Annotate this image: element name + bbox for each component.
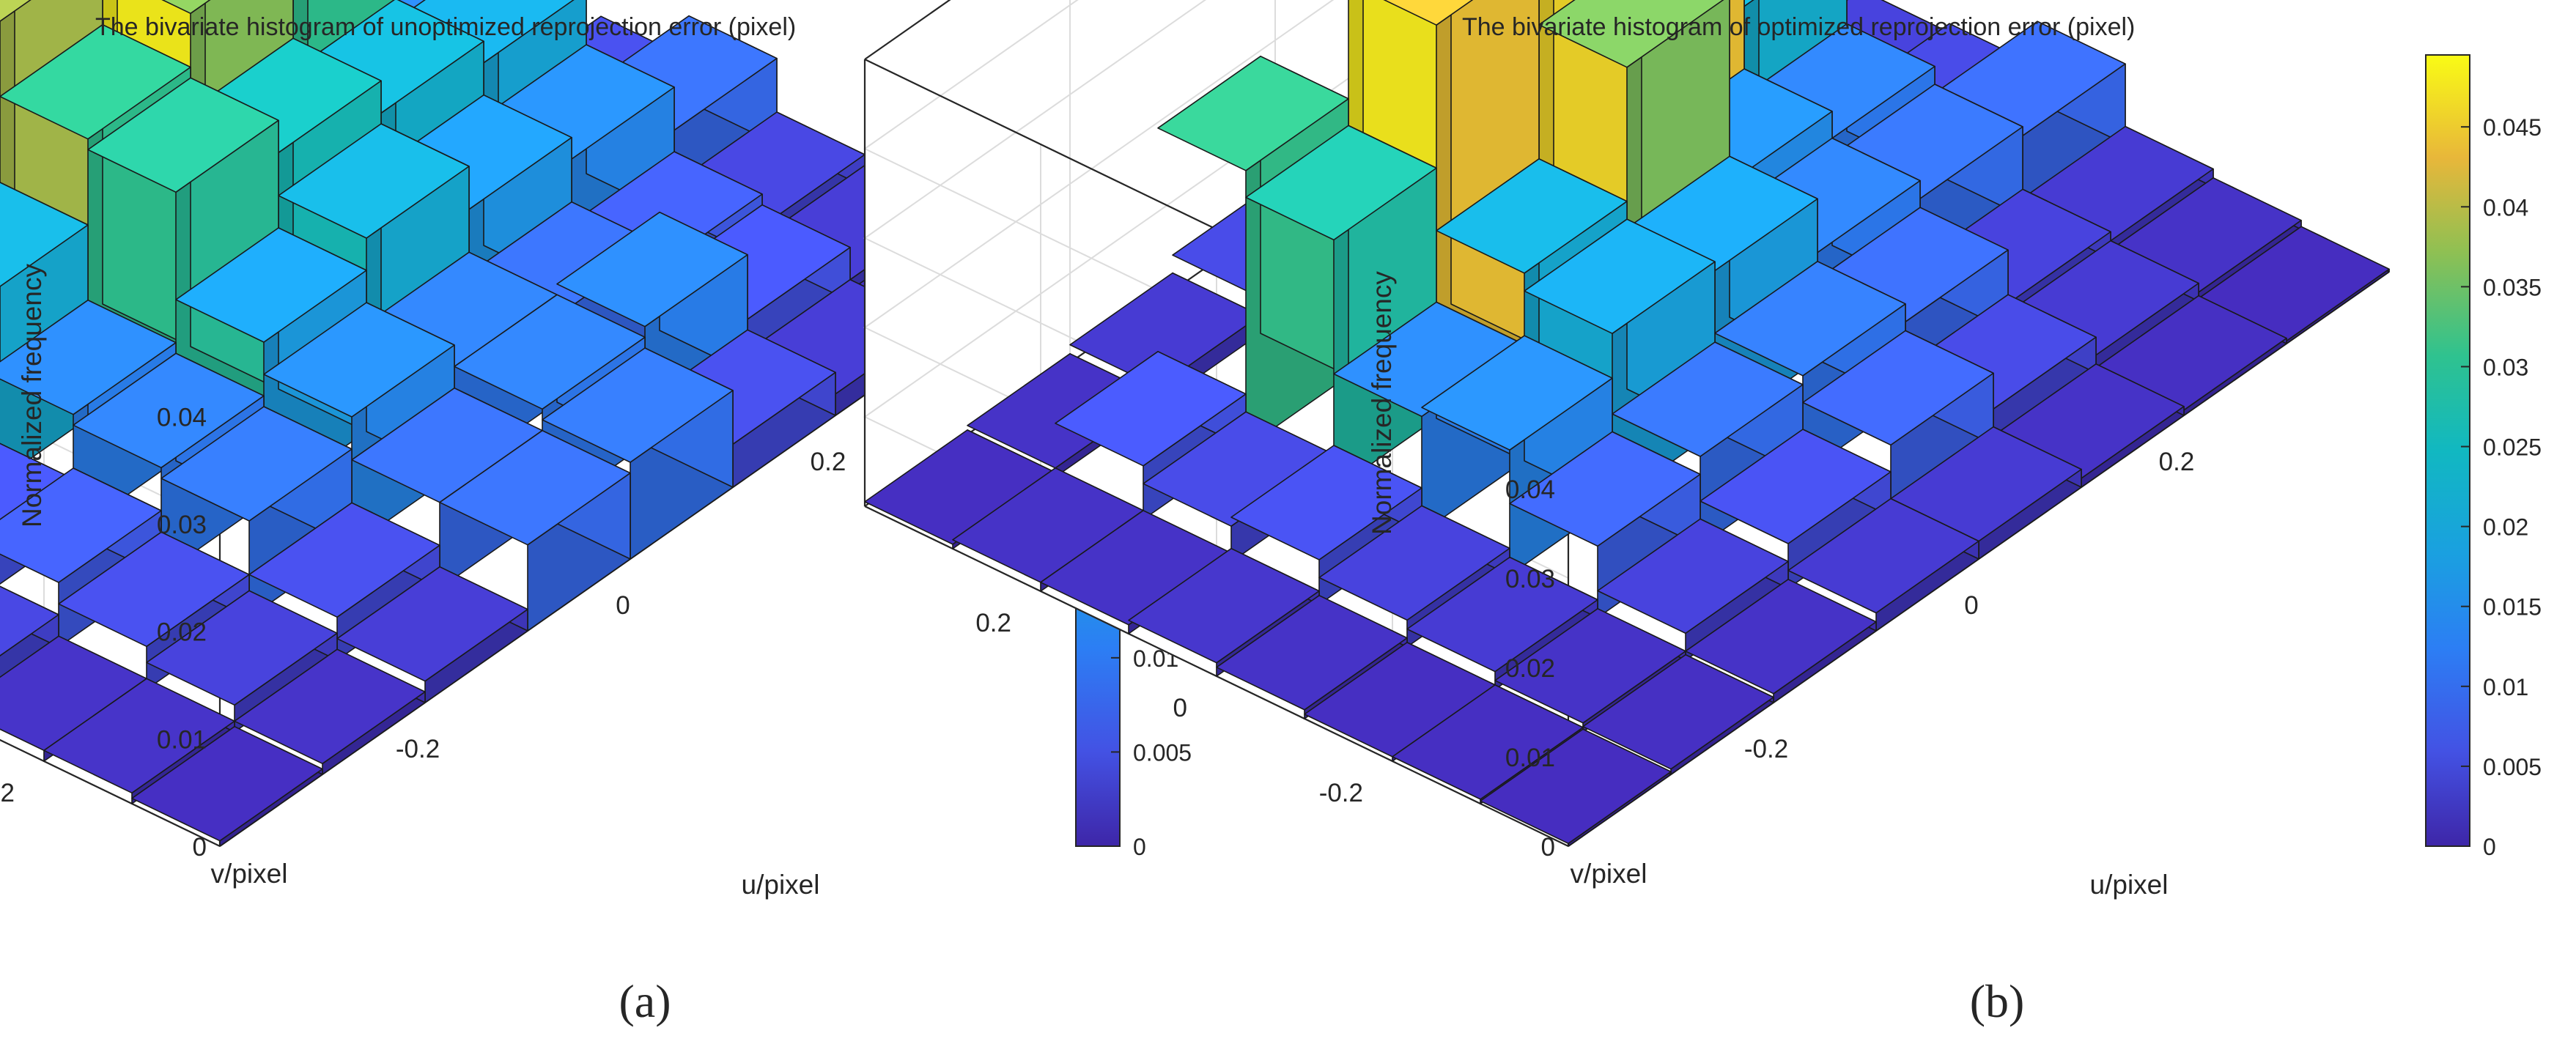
z-tick-label: 0.02 xyxy=(157,618,207,647)
panel-label: (a) xyxy=(619,975,671,1027)
chart-title: The bivariate histogram of unoptimized r… xyxy=(95,13,796,41)
y-axis-label: v/pixel xyxy=(211,859,288,889)
bar-group xyxy=(0,0,1041,847)
bar xyxy=(131,725,323,847)
z-tick-label: 0.04 xyxy=(157,403,207,432)
colorbar-tick-label: 0 xyxy=(1133,834,1146,860)
y-tick-labels: -0.200.2 xyxy=(0,779,15,807)
colorbar-tick-label: 0.025 xyxy=(2483,434,2542,461)
colorbar-tick-label: 0 xyxy=(2483,834,2496,860)
z-tick-labels: 0 0.01 0.02 0.03 0.04 xyxy=(157,403,207,862)
z-tick-label: 0.02 xyxy=(1505,654,1555,683)
y-tick-label: -0.2 xyxy=(0,779,15,807)
y-tick-label: 0 xyxy=(1173,694,1187,722)
x-axis-label: u/pixel xyxy=(742,870,820,900)
bar xyxy=(1480,728,1672,847)
bar xyxy=(1787,497,1979,632)
z-axis-label: Normalized frequency xyxy=(17,264,47,527)
x-tick-label: 0 xyxy=(616,591,630,620)
colorbar-tick-label: 0.045 xyxy=(2483,114,2542,141)
z-axis-label: Normalized frequency xyxy=(1367,271,1397,535)
x-tick-labels: -0.2 0 0.2 xyxy=(1744,448,2194,763)
z-tick-label: 0.01 xyxy=(157,725,207,754)
y-axis-label: v/pixel xyxy=(1571,859,1647,889)
z-tick-label: 0 xyxy=(1541,833,1555,862)
bar xyxy=(1685,578,1877,703)
colorbar-tick-label: 0.02 xyxy=(2483,514,2528,541)
bar xyxy=(2198,226,2390,344)
colorbar-tick-label: 0.04 xyxy=(2483,194,2528,221)
colorbar-tick-label: 0.03 xyxy=(2483,354,2528,380)
colorbar: 0 0.005 0.01 0.015 0.02 0.025 0.03 0.035 0.04 0.0… xyxy=(2425,54,2542,860)
colorbar-tick-label: 0.035 xyxy=(2483,274,2542,300)
panel-label: (b) xyxy=(1970,975,2025,1027)
z-tick-label: 0 xyxy=(193,833,207,862)
colorbar-tick-label: 0.005 xyxy=(2483,754,2542,780)
x-tick-labels: -0.2 0 0.2 xyxy=(396,448,846,763)
y-tick-labels: -0.2 0 0.2 xyxy=(975,609,1363,807)
colorbar-tick-label: 0.01 xyxy=(2483,674,2528,700)
colorbar-scale xyxy=(2425,54,2470,847)
x-axis-label: u/pixel xyxy=(2090,870,2169,900)
bar xyxy=(439,429,631,632)
x-tick-label: 0.2 xyxy=(811,448,846,476)
z-tick-labels: 0 0.01 0.02 0.03 0.04 xyxy=(1505,475,1555,862)
x-tick-label: 0.2 xyxy=(2159,448,2195,476)
bar-group xyxy=(864,0,2390,847)
z-tick-label: 0.03 xyxy=(157,511,207,539)
z-tick-label: 0.01 xyxy=(1505,744,1555,772)
x-tick-label: -0.2 xyxy=(396,735,440,763)
x-tick-label: 0 xyxy=(1964,591,1978,620)
z-tick-label: 0.04 xyxy=(1505,475,1555,504)
colorbar-tick-label: 0.015 xyxy=(2483,594,2542,621)
bar xyxy=(336,566,528,703)
panel-b: The bivariate histogram of optimized rep… xyxy=(863,0,2542,1027)
colorbar-tick-label: 0.005 xyxy=(1133,739,1192,766)
z-tick-label: 0.03 xyxy=(1505,565,1555,593)
y-tick-label: -0.2 xyxy=(1319,779,1363,807)
bar xyxy=(2095,295,2287,416)
bar xyxy=(542,347,734,560)
chart-title: The bivariate histogram of optimized rep… xyxy=(1462,13,2135,41)
x-tick-label: -0.2 xyxy=(1744,735,1788,763)
y-tick-label: 0.2 xyxy=(975,609,1011,637)
bar xyxy=(1582,654,1774,775)
bar xyxy=(234,648,426,775)
panel-a: The bivariate histogram of unoptimized r… xyxy=(0,0,1192,1027)
